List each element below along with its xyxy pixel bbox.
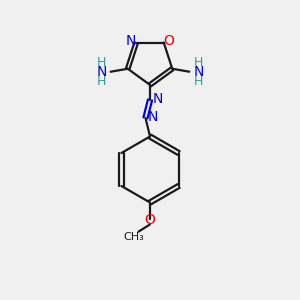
Text: N: N (148, 110, 158, 124)
Text: N: N (97, 65, 107, 79)
Text: N: N (152, 92, 163, 106)
Text: N: N (193, 65, 203, 79)
Text: H: H (97, 56, 106, 69)
Text: CH₃: CH₃ (123, 232, 144, 242)
Text: H: H (97, 75, 106, 88)
Text: O: O (145, 213, 155, 226)
Text: N: N (126, 34, 136, 48)
Text: O: O (164, 34, 175, 48)
Text: H: H (194, 56, 203, 69)
Text: H: H (194, 75, 203, 88)
